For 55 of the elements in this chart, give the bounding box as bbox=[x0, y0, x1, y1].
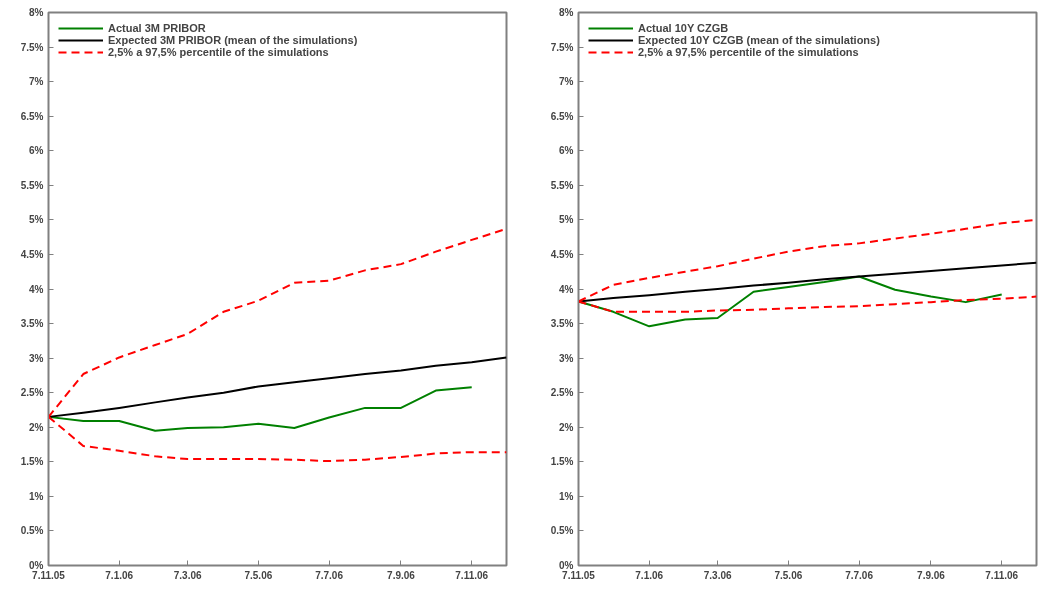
legend-label: Actual 10Y CZGB bbox=[638, 22, 729, 34]
y-tick-label: 3% bbox=[29, 352, 44, 364]
y-tick-label: 4.5% bbox=[550, 248, 574, 260]
y-tick-label: 4% bbox=[29, 283, 44, 295]
y-tick-label: 2.5% bbox=[550, 387, 574, 399]
y-tick-label: 4% bbox=[559, 283, 574, 295]
legend-label: Expected 10Y CZGB (mean of the simulations) bbox=[638, 34, 880, 46]
y-tick-label: 6% bbox=[559, 145, 574, 157]
x-tick-label: 7.7.06 bbox=[845, 569, 874, 581]
y-tick-label: 7.5% bbox=[550, 41, 574, 53]
x-tick-label: 7.1.06 bbox=[105, 569, 134, 581]
y-tick-label: 5% bbox=[29, 214, 44, 226]
y-tick-label: 2% bbox=[29, 421, 44, 433]
x-tick-label: 7.1.06 bbox=[635, 569, 664, 581]
y-tick-label: 6.5% bbox=[550, 110, 574, 122]
legend-label: 2,5% a 97,5% percentile of the simulations bbox=[638, 46, 859, 58]
x-tick-label: 7.11.06 bbox=[455, 569, 489, 581]
y-tick-label: 7.5% bbox=[20, 41, 44, 53]
y-tick-label: 0% bbox=[29, 560, 44, 571]
legend-label: 2,5% a 97,5% percentile of the simulations bbox=[108, 46, 329, 58]
y-tick-label: 1% bbox=[559, 490, 574, 502]
y-tick-label: 6.5% bbox=[20, 110, 44, 122]
x-tick-label: 7.9.06 bbox=[387, 569, 416, 581]
x-tick-label: 7.11.06 bbox=[985, 569, 1019, 581]
y-tick-label: 2.5% bbox=[20, 387, 44, 399]
y-tick-label: 0.5% bbox=[20, 525, 44, 537]
line-series bbox=[48, 356, 507, 418]
legend-label: Actual 3M PRIBOR bbox=[108, 22, 206, 34]
y-tick-label: 0.5% bbox=[550, 525, 574, 537]
y-tick-label: 7% bbox=[559, 76, 574, 88]
y-tick-label: 3% bbox=[559, 352, 574, 364]
x-tick-label: 7.11.05 bbox=[32, 569, 66, 581]
x-tick-label: 7.5.06 bbox=[244, 569, 273, 581]
legend-label: Expected 3M PRIBOR (mean of the simulations) bbox=[108, 34, 358, 46]
y-tick-label: 5.5% bbox=[20, 179, 44, 191]
y-tick-label: 1% bbox=[29, 490, 44, 502]
x-tick-label: 7.11.05 bbox=[562, 569, 596, 581]
y-tick-label: 2% bbox=[559, 421, 574, 433]
y-tick-label: 4.5% bbox=[20, 248, 44, 260]
y-tick-label: 8% bbox=[559, 7, 574, 18]
x-tick-label: 7.7.06 bbox=[315, 569, 344, 581]
x-tick-label: 7.3.06 bbox=[173, 569, 202, 581]
y-tick-label: 3.5% bbox=[550, 318, 574, 330]
y-tick-label: 6% bbox=[29, 145, 44, 157]
y-tick-label: 5.5% bbox=[550, 179, 574, 191]
y-tick-label: 3.5% bbox=[20, 318, 44, 330]
x-tick-label: 7.5.06 bbox=[774, 569, 803, 581]
y-tick-label: 8% bbox=[29, 7, 44, 18]
x-tick-label: 7.9.06 bbox=[917, 569, 946, 581]
y-tick-label: 7% bbox=[29, 76, 44, 88]
x-tick-label: 7.3.06 bbox=[703, 569, 732, 581]
y-tick-label: 0% bbox=[559, 560, 574, 571]
y-tick-label: 5% bbox=[559, 214, 574, 226]
y-tick-label: 1.5% bbox=[550, 456, 574, 468]
y-tick-label: 1.5% bbox=[20, 456, 44, 468]
